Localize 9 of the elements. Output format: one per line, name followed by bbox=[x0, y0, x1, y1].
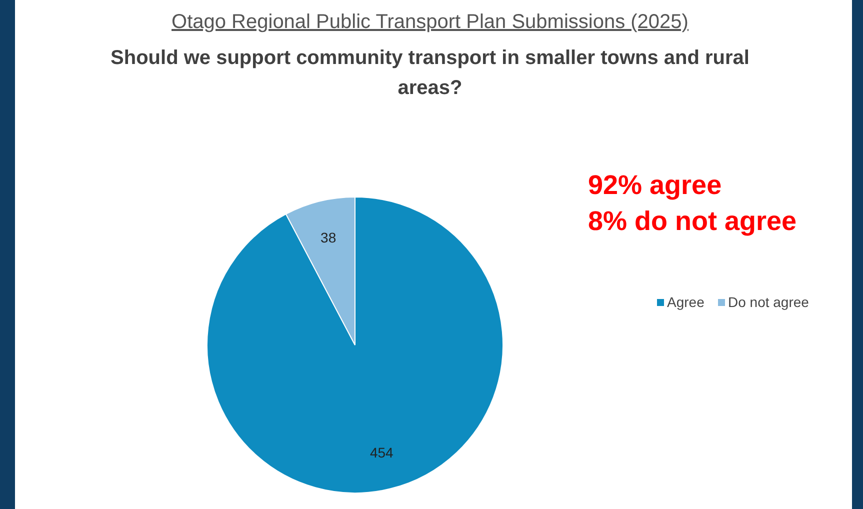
text: 8% do not agree bbox=[588, 206, 797, 236]
pie-slice bbox=[206, 196, 504, 494]
legend-label: Do not agree bbox=[728, 294, 810, 310]
data-label: 38 bbox=[320, 229, 336, 246]
data-label: 454 bbox=[370, 444, 394, 461]
chart-title: Otago Regional Public Transport Plan Submissions (2025) bbox=[172, 11, 688, 33]
legend-label: Agree bbox=[667, 294, 705, 310]
text: 92% agree bbox=[588, 170, 722, 200]
chart-subtitle: Should we support community transport in smaller towns and rural areas? bbox=[110, 47, 750, 99]
